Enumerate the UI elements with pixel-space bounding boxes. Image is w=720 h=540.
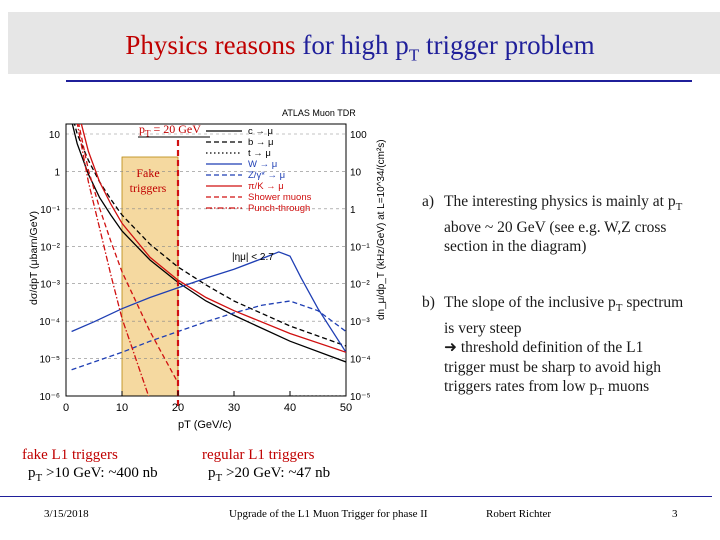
y-axis-label-right: dn_μ/dp_T (kHz/GeV) at L=10^34/(cm²s) bbox=[376, 139, 387, 320]
series-line bbox=[73, 124, 346, 347]
y-tick-label-right: 10⁻⁴ bbox=[350, 355, 371, 366]
arrow-icon: ➜ bbox=[444, 339, 461, 357]
title-rule bbox=[66, 80, 692, 82]
series-line bbox=[78, 124, 179, 384]
regular-trigger-title: regular L1 triggers bbox=[202, 447, 315, 463]
series-line bbox=[71, 251, 346, 353]
series-line bbox=[80, 124, 346, 353]
series-line bbox=[71, 300, 346, 371]
title-bar bbox=[8, 12, 720, 74]
legend-label: t → μ bbox=[248, 148, 271, 159]
chart-title: ATLAS Muon TDR bbox=[282, 108, 356, 118]
y-tick-label-left: 10⁻⁵ bbox=[39, 355, 60, 366]
y-tick-label-right: 1 bbox=[350, 205, 356, 216]
x-tick-label: 20 bbox=[172, 402, 184, 414]
x-tick-label: 40 bbox=[284, 402, 296, 414]
fake-trigger-title: fake L1 triggers bbox=[22, 447, 118, 463]
footer-author: Robert Richter bbox=[486, 508, 552, 520]
series-line bbox=[71, 124, 346, 363]
regular-trigger-rate: pT >20 GeV: ~47 nb bbox=[208, 465, 331, 484]
bullet-label: a) bbox=[422, 193, 435, 210]
fake-trigger-rate: pT >10 GeV: ~400 nb bbox=[28, 465, 158, 484]
footer-date: 3/15/2018 bbox=[44, 508, 89, 520]
y-tick-label-left: 1 bbox=[54, 167, 60, 178]
legend-label: Punch-through bbox=[248, 203, 310, 214]
y-tick-label-left: 10⁻³ bbox=[40, 280, 60, 291]
y-tick-label-right: 10⁻² bbox=[350, 280, 370, 291]
threshold-annotation: pT = 20 GeV bbox=[139, 122, 201, 139]
x-axis-label: pT (GeV/c) bbox=[178, 419, 232, 431]
slide-title: Physics reasons for high pT trigger prob… bbox=[125, 30, 595, 65]
x-tick-label: 30 bbox=[228, 402, 240, 414]
y-tick-label-left: 10⁻¹ bbox=[40, 205, 60, 216]
fake-trigger-note: fake L1 triggers pT >10 GeV: ~400 nb bbox=[22, 446, 158, 487]
legend-label: Shower muons bbox=[248, 192, 312, 203]
y-tick-label-left: 10⁻⁶ bbox=[39, 392, 60, 403]
y-tick-label-left: 10 bbox=[49, 130, 61, 141]
legend-label: W → μ bbox=[248, 159, 277, 170]
footer-page-number: 3 bbox=[672, 508, 678, 520]
y-tick-label-right: 10⁻³ bbox=[350, 317, 370, 328]
fake-trigger-band bbox=[121, 156, 179, 397]
regular-trigger-note: regular L1 triggers pT >20 GeV: ~47 nb bbox=[202, 446, 330, 487]
footer-talk-title: Upgrade of the L1 Muon Trigger for phase… bbox=[229, 508, 428, 520]
legend-label: Z/γ* → μ bbox=[248, 170, 285, 181]
y-tick-label-right: 100 bbox=[350, 130, 367, 141]
y-tick-label-left: 10⁻² bbox=[40, 242, 60, 253]
y-tick-label-right: 10 bbox=[350, 167, 362, 178]
bullet-text: The interesting physics is mainly at pT … bbox=[444, 193, 683, 256]
fake-band-label: Fake triggers bbox=[129, 166, 167, 195]
legend-label: π/K → μ bbox=[248, 181, 284, 192]
y-tick-label-right: 10⁻⁵ bbox=[350, 392, 371, 403]
footer-rule bbox=[0, 496, 712, 497]
y-tick-label-right: 10⁻¹ bbox=[350, 242, 370, 253]
legend-label: c → μ bbox=[248, 126, 273, 137]
x-tick-label: 0 bbox=[63, 402, 69, 414]
x-tick-label: 50 bbox=[340, 402, 352, 414]
legend-label: b → μ bbox=[248, 137, 274, 148]
bullet-text: The slope of the inclusive pT spectrum i… bbox=[444, 294, 684, 399]
y-axis-label-left: dσ/dpT (μbarn/GeV) bbox=[28, 211, 40, 305]
y-tick-label-left: 10⁻⁴ bbox=[39, 317, 60, 328]
series-line bbox=[271, 395, 346, 396]
x-tick-label: 10 bbox=[116, 402, 128, 414]
eta-cut-label: |ημ| < 2.7 bbox=[232, 252, 274, 263]
bullet-label: b) bbox=[422, 294, 435, 311]
plot-frame bbox=[65, 123, 347, 397]
